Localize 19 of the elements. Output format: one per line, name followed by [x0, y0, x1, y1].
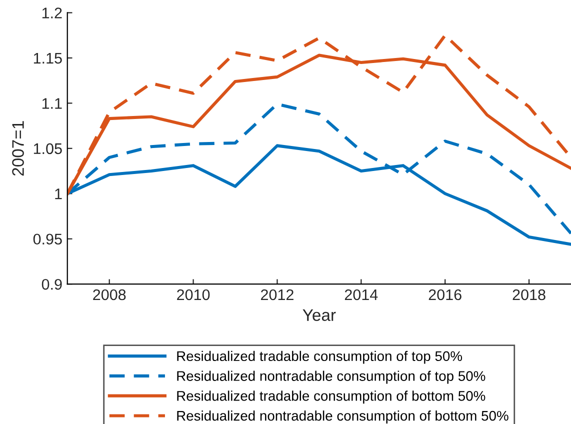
x-tick-label: 2016 — [428, 289, 462, 300]
x-tick-label: 2012 — [260, 289, 294, 300]
y-tick-label: 1.1 — [42, 98, 62, 109]
legend-label: Residualized nontradable consumption of top 50% — [177, 370, 486, 384]
y-tick-label: 1.15 — [34, 52, 62, 64]
y-tick-label: 0.9 — [42, 278, 62, 290]
y-tick-label: 1.2 — [42, 8, 62, 18]
x-tick-label: 2008 — [93, 289, 126, 300]
x-tick-label: 2018 — [512, 289, 546, 300]
y-tick-label: 1.05 — [34, 143, 62, 154]
x-axis-title: Year — [302, 309, 336, 321]
y-axis-title: 2007=1 — [12, 121, 24, 176]
y-tick-label: 1 — [55, 188, 62, 200]
legend-label: Residualized tradable consumption of top 50% — [177, 350, 462, 364]
y-tick-label: 0.95 — [33, 234, 62, 245]
x-tick-label: 2010 — [177, 289, 210, 300]
x-tick-label: 2014 — [344, 289, 378, 300]
legend-label: Residualized tradable consumption of bottom 50% — [177, 390, 486, 404]
legend-label: Residualized nontradable consumption of bottom 50% — [177, 410, 508, 424]
